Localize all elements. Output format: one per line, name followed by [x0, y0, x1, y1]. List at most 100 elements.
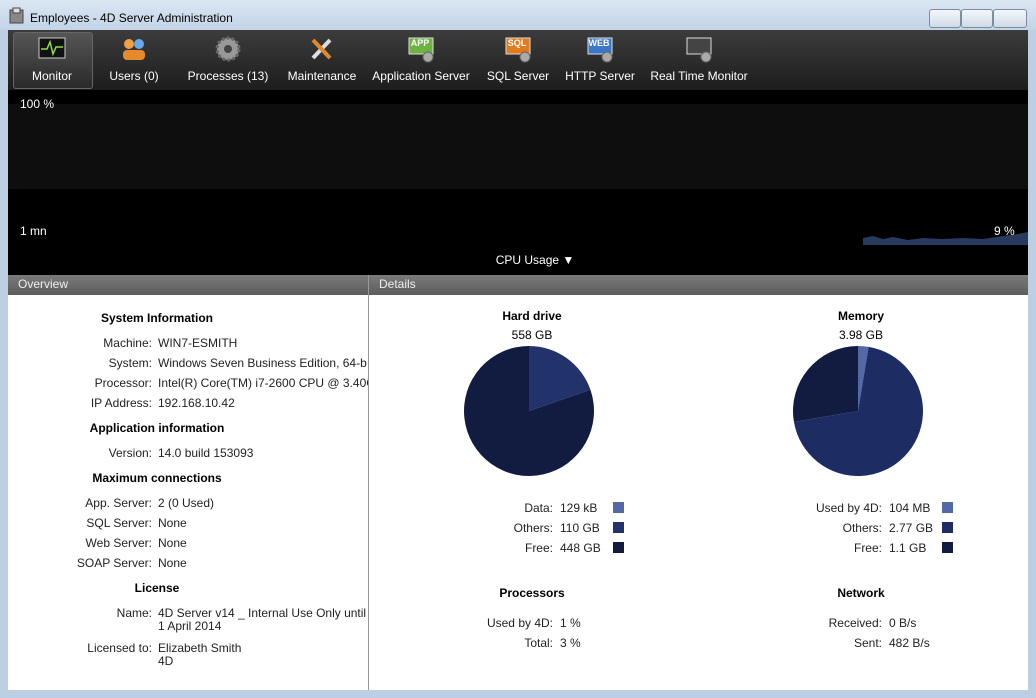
legend-value: 110 GB [560, 521, 600, 535]
info-value: None [158, 536, 187, 550]
legend-label: Free: [524, 541, 553, 555]
pie-chart [464, 346, 594, 476]
toolbar-tab[interactable]: HTTP Server [565, 69, 635, 83]
cpu-graph: 100 % 1 mn 9 % CPU Usage ▼ [8, 90, 1028, 275]
pie-slice [793, 346, 858, 422]
stats-value: 1 % [560, 616, 581, 630]
pie-total: 558 GB [511, 328, 553, 342]
title-bar: Employees - 4D Server Administration [0, 0, 1036, 30]
tab-icon[interactable] [685, 35, 713, 63]
stats-value: 482 B/s [889, 636, 930, 650]
legend-swatch [942, 522, 953, 533]
close-button[interactable] [993, 9, 1027, 28]
tab-icon-badge: APP [410, 38, 430, 48]
info-label: Processor: [94, 376, 152, 390]
legend-value: 104 MB [889, 501, 931, 515]
info-label: SQL Server: [86, 516, 152, 530]
toolbar-tab[interactable]: Processes (13) [187, 69, 269, 83]
pie-title: Hard drive [502, 309, 562, 323]
graph-current-label: 9 % [994, 224, 1015, 238]
info-label: Machine: [103, 336, 152, 350]
section-title: Maximum connections [92, 471, 222, 485]
pie-title: Memory [837, 309, 885, 323]
graph-max-label: 100 % [20, 97, 55, 111]
tab-icon[interactable] [407, 35, 435, 63]
tab-icon[interactable] [586, 35, 614, 63]
info-value: 2 (0 Used) [158, 496, 215, 510]
toolbar-tab[interactable]: Maintenance [287, 69, 357, 83]
stats-label: Sent: [853, 636, 882, 650]
stats-label: Received: [828, 616, 882, 630]
pie-chart [793, 346, 923, 476]
cpu-sparkline [863, 232, 1028, 245]
panel-divider [368, 275, 369, 690]
graph-band [8, 104, 1028, 189]
legend-value: 448 GB [560, 541, 601, 555]
pie-slice [464, 346, 594, 476]
section-title: Application information [89, 421, 225, 435]
tab-icon[interactable] [38, 35, 66, 63]
stats-title: Network [837, 586, 885, 600]
info-value: None [158, 516, 187, 530]
info-value: Elizabeth Smith [158, 641, 242, 655]
stats-value: 3 % [560, 636, 581, 650]
overview-header: Overview [8, 275, 368, 295]
toolbar-tab[interactable]: SQL Server [486, 69, 550, 83]
stats-title: Processors [499, 586, 565, 600]
info-value: None [158, 556, 187, 570]
info-label: Name: [116, 606, 152, 620]
legend-swatch [942, 502, 953, 513]
legend-label: Used by 4D: [815, 501, 882, 515]
info-value: 14.0 build 153093 [158, 446, 254, 460]
tab-icon[interactable] [308, 35, 336, 63]
stats-label: Total: [524, 636, 553, 650]
section-title: System Information [100, 311, 214, 325]
legend-swatch [613, 542, 624, 553]
toolbar-tab[interactable]: Monitor [31, 69, 73, 83]
info-label: IP Address: [90, 396, 152, 410]
pie-total: 3.98 GB [838, 328, 884, 342]
minimize-button[interactable] [929, 9, 961, 28]
legend-label: Free: [853, 541, 882, 555]
info-value: Intel(R) Core(TM) i7-2600 CPU @ 3.40GH [158, 376, 368, 390]
info-label: System: [108, 356, 152, 370]
overview-panel: System Information Machine: WIN7-ESMITH Sys… [8, 295, 368, 690]
info-value: 192.168.10.42 [158, 396, 235, 410]
toolbar-tab[interactable]: Real Time Monitor [650, 69, 748, 83]
pie-slice [529, 346, 591, 411]
app-icon [9, 7, 24, 24]
pie-slice [793, 346, 923, 476]
toolbar-tab[interactable]: Application Server [372, 69, 470, 83]
window-title: Employees - 4D Server Administration [30, 11, 233, 25]
stats-value: 0 B/s [889, 616, 917, 630]
legend-value: 1.1 GB [889, 541, 927, 555]
graph-selector-label[interactable]: CPU Usage [495, 253, 560, 267]
tab-icon[interactable] [120, 35, 148, 63]
info-label: Licensed to: [87, 641, 152, 655]
tab-icon[interactable] [214, 35, 242, 63]
legend-label: Data: [524, 501, 553, 515]
legend-value: 129 kB [560, 501, 598, 515]
section-title: License [134, 581, 180, 595]
maximize-button[interactable] [961, 9, 993, 28]
legend-swatch [942, 542, 953, 553]
info-value: 4D [158, 654, 174, 668]
info-value: WIN7-ESMITH [158, 336, 238, 350]
tab-icon[interactable] [504, 35, 532, 63]
legend-value: 2.77 GB [889, 521, 934, 535]
graph-time-label: 1 mn [20, 224, 47, 238]
info-label: App. Server: [85, 496, 152, 510]
info-value: 1 April 2014 [158, 619, 222, 633]
details-header: Details [369, 275, 1028, 295]
details-panel: Hard drive 558 GB Data: 129 kB Others: 110 GB… [369, 295, 1028, 690]
info-value: Windows Seven Business Edition, 64-b [158, 356, 367, 370]
legend-label: Others: [513, 521, 553, 535]
graph-selector[interactable]: CPU Usage ▼ [495, 253, 575, 267]
pie-slice [858, 346, 869, 411]
info-value: 4D Server v14 _ Internal Use Only until [158, 606, 367, 620]
tab-icon-badge: SQL [507, 38, 527, 48]
legend-swatch [613, 502, 624, 513]
toolbar-tab[interactable]: Users (0) [109, 69, 159, 83]
legend-label: Others: [842, 521, 882, 535]
